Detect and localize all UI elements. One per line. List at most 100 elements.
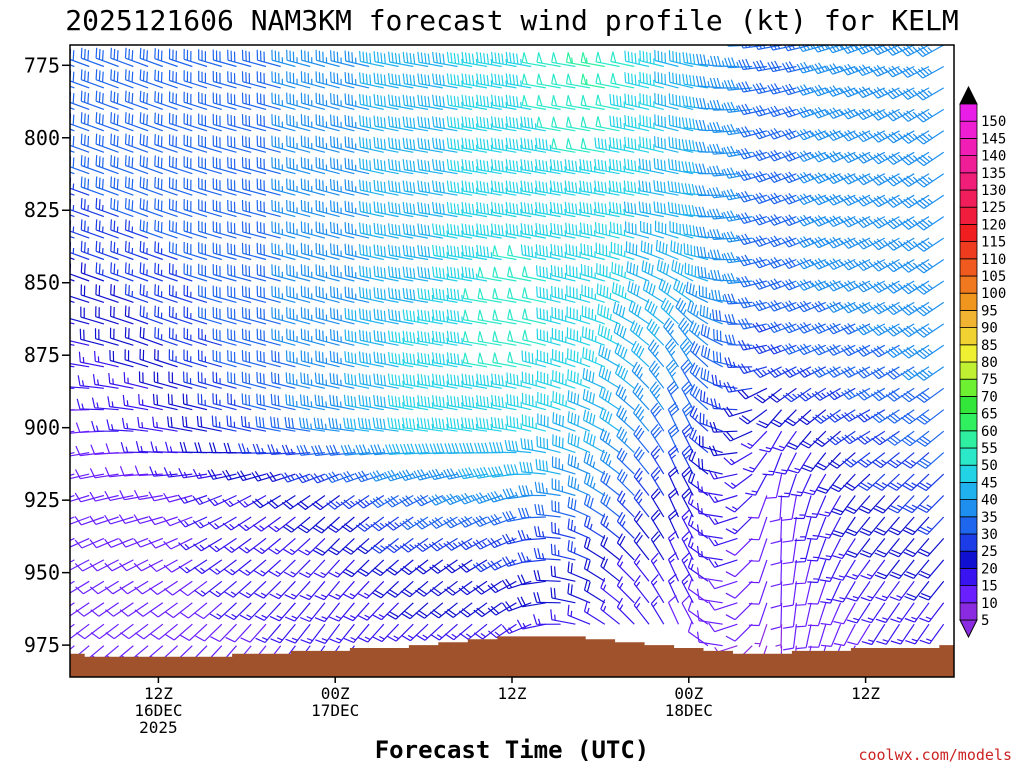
wind-barb <box>80 176 105 196</box>
wind-barb-shape <box>271 49 296 68</box>
wind-barb-shape <box>443 537 473 551</box>
wind-barb-shape <box>565 243 591 261</box>
wind-barb-shape <box>487 602 517 616</box>
wind-barb-shape <box>211 415 237 432</box>
wind-barb <box>795 581 812 606</box>
wind-barb-shape <box>840 366 871 378</box>
wind-barb-shape <box>521 350 547 368</box>
wind-barb-shape <box>344 243 370 261</box>
wind-barb-shape <box>861 623 886 646</box>
wind-barb-shape <box>870 65 900 77</box>
wind-barb <box>565 138 591 153</box>
wind-barb <box>871 452 900 469</box>
wind-barb <box>227 371 252 389</box>
wind-barb-shape <box>90 623 119 640</box>
wind-barb <box>168 177 193 196</box>
wind-barb-shape <box>256 393 281 411</box>
wind-barb <box>583 536 606 561</box>
wind-barb <box>197 349 222 368</box>
wind-barb-shape <box>831 516 856 538</box>
wind-barb <box>594 158 620 175</box>
wind-barb <box>748 495 768 519</box>
colorbar-swatch <box>959 103 978 122</box>
wind-barb <box>80 284 105 303</box>
colorbar-label: 120 <box>981 217 1006 233</box>
wind-barb <box>856 430 886 445</box>
wind-barb <box>502 510 532 523</box>
wind-barb-shape <box>110 284 134 303</box>
wind-barb <box>372 417 399 432</box>
wind-barb-shape <box>168 155 193 175</box>
wind-barb-shape <box>105 602 134 617</box>
wind-barb <box>139 240 164 261</box>
wind-barb-shape <box>183 134 208 153</box>
wind-barb <box>417 266 443 282</box>
colorbar-swatch <box>959 327 978 346</box>
wind-barb-shape <box>885 409 915 424</box>
wind-barb-shape <box>241 350 267 368</box>
wind-barb-shape <box>118 514 149 524</box>
wind-barb-shape <box>254 580 282 599</box>
wind-barb-shape <box>224 602 252 621</box>
wind-barb <box>198 285 222 303</box>
wind-barb <box>536 73 561 89</box>
wind-barb <box>168 91 193 110</box>
wind-barb <box>183 199 208 218</box>
wind-barb-shape <box>373 394 399 411</box>
wind-barb <box>492 266 517 282</box>
wind-barb <box>241 92 267 110</box>
wind-barb-shape <box>286 178 311 196</box>
wind-barb-shape <box>212 285 237 303</box>
wind-barb <box>70 559 75 563</box>
wind-barb-shape <box>783 602 797 629</box>
wind-barb <box>708 536 738 547</box>
wind-barb-shape <box>198 328 222 346</box>
wind-barb-shape <box>344 286 370 303</box>
wind-barb <box>833 602 856 625</box>
wind-barb-shape <box>227 199 252 218</box>
wind-barb-shape <box>315 135 340 153</box>
wind-barb <box>550 243 576 261</box>
wind-barb <box>860 559 886 580</box>
wind-barb <box>870 173 900 186</box>
wind-barb-shape <box>681 183 709 196</box>
wind-barb <box>520 438 547 454</box>
wind-barb-shape <box>855 344 886 357</box>
wind-barb <box>92 374 119 389</box>
wind-barb <box>241 114 267 132</box>
wind-barb <box>95 90 119 110</box>
wind-barb <box>583 579 606 604</box>
wind-barb <box>325 444 355 456</box>
wind-barb <box>446 309 473 325</box>
wind-barb <box>459 442 488 454</box>
wind-barb <box>300 242 326 261</box>
wind-barb <box>124 262 149 282</box>
wind-barb <box>820 602 842 626</box>
wind-barb-shape <box>283 559 311 578</box>
wind-barb-shape <box>681 530 694 561</box>
wind-barb <box>94 328 119 346</box>
wind-barb-shape <box>462 309 488 325</box>
wind-barb <box>860 580 886 602</box>
wind-barb-shape <box>550 609 576 625</box>
wind-barb <box>696 610 723 625</box>
wind-barb-shape <box>830 495 856 516</box>
wind-barb <box>256 264 281 282</box>
wind-barb <box>633 596 650 625</box>
wind-barb-shape <box>461 395 488 411</box>
wind-barb <box>550 543 576 561</box>
wind-barb-shape <box>723 123 753 136</box>
wind-barb-shape <box>256 242 281 261</box>
wind-barb-shape <box>670 240 694 261</box>
wind-barb-shape <box>315 285 340 303</box>
wind-barb-shape <box>212 306 237 325</box>
wind-barb <box>681 573 694 604</box>
colorbar-label: 115 <box>981 235 1006 251</box>
wind-barb-shape <box>915 323 945 338</box>
wind-barb <box>534 525 561 539</box>
wind-barb <box>536 349 561 368</box>
wind-barb-shape <box>222 469 252 481</box>
wind-barb-shape <box>783 624 797 651</box>
wind-barb-shape <box>457 467 488 480</box>
wind-barb-shape <box>521 95 547 110</box>
